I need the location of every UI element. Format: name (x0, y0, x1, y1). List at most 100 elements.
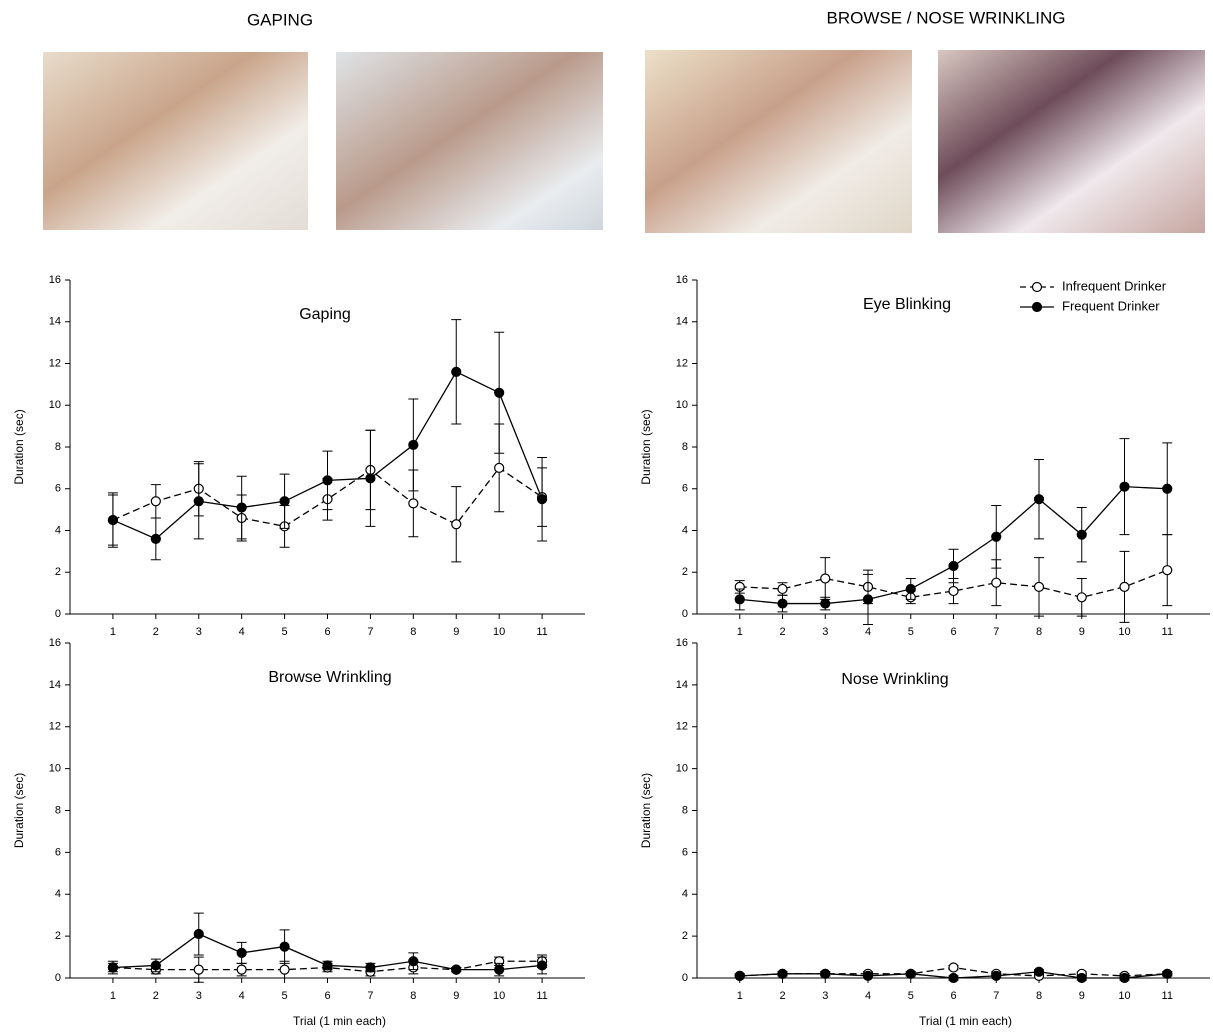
y-tick-label: 14 (676, 679, 688, 691)
x-tick-label: 4 (865, 626, 871, 638)
y-tick-label: 12 (676, 357, 688, 369)
photo (938, 50, 1205, 233)
data-point (107, 514, 119, 526)
x-tick-label: 11 (1162, 990, 1173, 1002)
y-tick-label: 16 (676, 637, 688, 649)
x-tick-label: 10 (1118, 626, 1130, 638)
legend-label: Infrequent Drinker (1062, 278, 1167, 293)
x-tick-label: 2 (779, 990, 785, 1002)
data-point (494, 964, 505, 975)
data-point (279, 964, 290, 975)
y-axis-label: Duration (sec) (639, 409, 653, 484)
x-tick-label: 2 (153, 626, 159, 638)
heading: BROWSE / NOSE WRINKLING (827, 8, 1066, 27)
y-tick-label: 12 (49, 357, 61, 369)
y-tick-label: 8 (55, 804, 61, 816)
data-point (365, 962, 376, 973)
y-tick-label: 2 (55, 566, 61, 578)
x-tick-label: 4 (239, 990, 245, 1002)
data-point (734, 970, 745, 982)
data-point (948, 585, 959, 597)
y-tick-label: 8 (682, 441, 688, 453)
x-tick-label: 1 (737, 626, 743, 638)
y-tick-label: 10 (49, 763, 61, 775)
data-point (193, 496, 204, 507)
y-tick-label: 2 (55, 930, 61, 942)
x-tick-label: 8 (1036, 990, 1042, 1002)
x-tick-label: 5 (908, 990, 914, 1002)
data-point (1162, 483, 1173, 494)
x-tick-label: 6 (324, 990, 330, 1002)
x-tick-label: 3 (196, 990, 202, 1002)
x-tick-label: 1 (110, 990, 116, 1002)
x-tick-label: 2 (153, 990, 159, 1002)
data-point (1119, 581, 1130, 592)
data-point (236, 964, 247, 975)
x-tick-label: 8 (410, 990, 416, 1002)
chart-title: Gaping (299, 306, 351, 323)
x-axis-label: Trial (1 min each) (919, 1014, 1012, 1028)
data-point (451, 519, 462, 530)
y-tick-label: 4 (55, 524, 61, 536)
x-tick-label: 9 (453, 990, 459, 1002)
x-tick-label: 7 (367, 990, 373, 1002)
x-tick-label: 6 (950, 990, 956, 1002)
x-tick-label: 11 (536, 626, 547, 638)
data-point (862, 970, 874, 982)
data-point (1162, 968, 1173, 979)
data-point (193, 964, 204, 975)
x-tick-label: 1 (110, 626, 116, 638)
y-tick-label: 0 (55, 608, 61, 620)
y-tick-label: 12 (676, 721, 688, 733)
y-tick-label: 6 (682, 483, 688, 495)
data-point (734, 594, 745, 605)
x-tick-label: 10 (493, 990, 505, 1002)
x-tick-label: 7 (993, 626, 999, 638)
data-point (279, 496, 290, 507)
data-point (150, 496, 161, 507)
data-point (820, 968, 831, 979)
chart-title: Nose Wrinkling (841, 671, 948, 688)
data-point (1076, 529, 1087, 540)
x-tick-label: 9 (453, 626, 459, 638)
data-point (150, 960, 161, 971)
data-point (236, 502, 247, 513)
data-point (1119, 972, 1130, 984)
y-tick-label: 6 (682, 846, 688, 858)
x-tick-label: 11 (536, 990, 547, 1002)
x-tick-label: 5 (282, 990, 288, 1002)
data-point (536, 494, 548, 505)
data-point (991, 577, 1002, 588)
y-tick-label: 4 (55, 888, 61, 900)
legend-marker (1031, 281, 1043, 293)
data-point (777, 598, 788, 609)
data-point (494, 462, 505, 473)
data-point (107, 962, 119, 973)
data-point (408, 439, 419, 451)
data-point (948, 962, 959, 973)
heading: GAPING (247, 10, 313, 29)
y-tick-label: 6 (55, 846, 61, 858)
x-tick-label: 3 (822, 990, 828, 1002)
y-tick-label: 16 (49, 274, 61, 286)
photo (645, 50, 912, 233)
photo (43, 52, 308, 230)
y-tick-label: 4 (682, 888, 688, 900)
y-axis-label: Duration (sec) (12, 409, 26, 484)
x-tick-label: 10 (1118, 990, 1130, 1002)
y-tick-label: 16 (676, 274, 688, 286)
data-point (150, 533, 161, 544)
y-tick-label: 10 (676, 399, 688, 411)
y-tick-label: 10 (676, 763, 688, 775)
chart-title: Eye Blinking (863, 296, 951, 313)
x-tick-label: 6 (324, 626, 330, 638)
data-point (862, 594, 874, 605)
data-point (820, 598, 831, 609)
data-point (236, 947, 247, 958)
legend-label: Frequent Drinker (1062, 298, 1160, 313)
y-tick-label: 8 (55, 441, 61, 453)
data-point (905, 968, 916, 979)
x-tick-label: 5 (282, 626, 288, 638)
y-tick-label: 14 (49, 316, 61, 328)
